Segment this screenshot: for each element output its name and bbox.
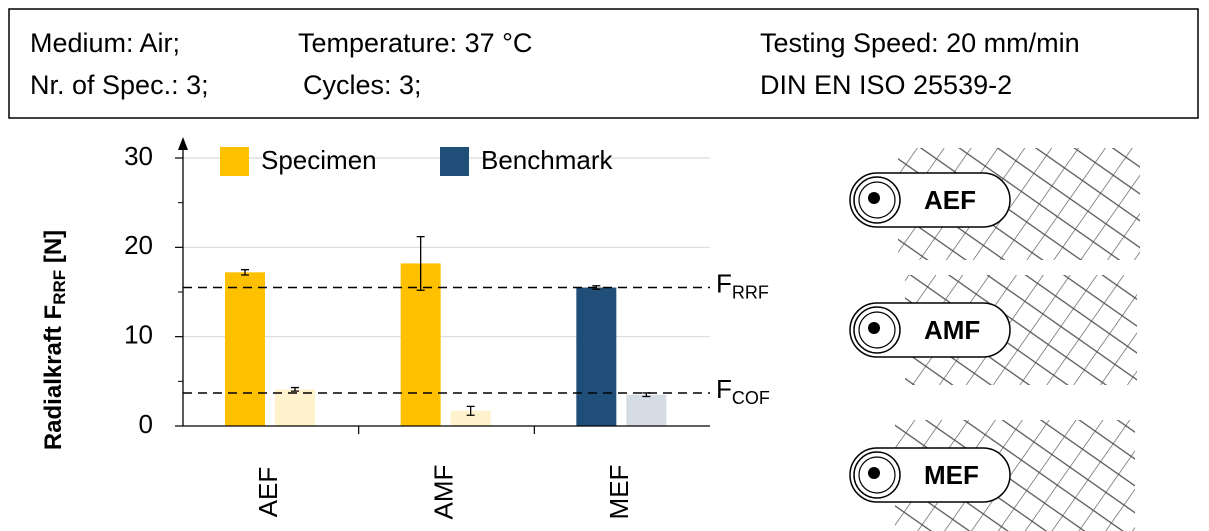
x-tick-label: AMF [429, 465, 459, 520]
bar-cof [275, 389, 315, 426]
bar-cof [626, 395, 666, 426]
legend-label: Benchmark [481, 145, 613, 175]
info-text: DIN EN ISO 25539-2 [760, 70, 1012, 100]
legend-label: Specimen [261, 145, 377, 175]
info-text: Temperature: 37 °C [298, 28, 532, 58]
legend-swatch [220, 147, 249, 176]
figure: Medium: Air; Temperature: 37 °C Testing … [0, 0, 1209, 531]
y-tick-label: 20 [124, 230, 153, 260]
info-text: Medium: Air; [30, 28, 180, 58]
badge-glyph [868, 467, 880, 479]
badge-glyph [868, 322, 880, 334]
badge-label: AMF [924, 315, 980, 345]
y-axis-label: Radialkraft FRRF [N] [40, 230, 69, 450]
y-tick-label: 10 [124, 320, 153, 350]
badge-label: MEF [924, 460, 979, 490]
badge-glyph [868, 192, 880, 204]
y-tick-label: 0 [139, 409, 153, 439]
badge-label: AEF [924, 185, 976, 215]
x-tick-label: MEF [604, 465, 634, 520]
bar-rrf [225, 272, 265, 426]
legend-swatch [440, 147, 469, 176]
x-tick-label: AEF [253, 467, 283, 518]
bar-rrf [576, 288, 616, 426]
info-text: Cycles: 3; [303, 70, 422, 100]
info-text: Nr. of Spec.: 3; [30, 70, 209, 100]
info-box [9, 9, 1198, 118]
y-tick-label: 30 [124, 141, 153, 171]
y-axis-arrow [178, 137, 188, 150]
info-text: Testing Speed: 20 mm/min [760, 28, 1080, 58]
reference-label: FRRF [716, 268, 769, 302]
reference-label: FCOF [716, 374, 770, 408]
